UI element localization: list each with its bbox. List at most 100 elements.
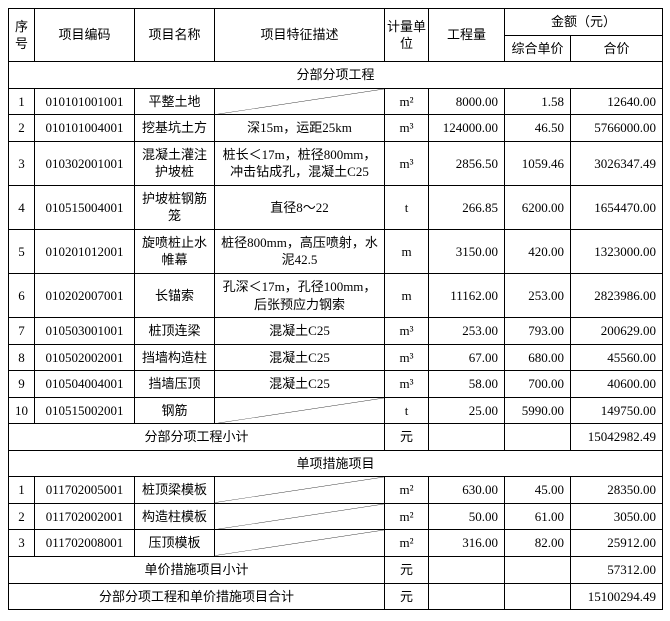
cell-seq: 6: [9, 274, 35, 318]
subtotal-value: 15042982.49: [571, 424, 663, 451]
subtotal-empty2: [505, 424, 571, 451]
cell-code: 010515004001: [35, 185, 135, 229]
table-row: 5010201012001旋喷桩止水帷幕桩径800mm，高压喷射，水泥42.5m…: [9, 229, 663, 273]
cell-unit: t: [385, 397, 429, 424]
cell-qty: 630.00: [429, 477, 505, 504]
cell-name: 桩顶梁模板: [135, 477, 215, 504]
cell-unitprice: 6200.00: [505, 185, 571, 229]
cell-total: 2823986.00: [571, 274, 663, 318]
cell-code: 010101001001: [35, 88, 135, 115]
cell-total: 149750.00: [571, 397, 663, 424]
cell-code: 010504004001: [35, 371, 135, 398]
cell-desc: 混凝土C25: [215, 318, 385, 345]
table-row: 分部分项工程和单价措施项目合计元15100294.49: [9, 583, 663, 610]
cell-total: 12640.00: [571, 88, 663, 115]
cell-code: 010202007001: [35, 274, 135, 318]
table-row: 分部分项工程小计元15042982.49: [9, 424, 663, 451]
cell-unit: m³: [385, 344, 429, 371]
cell-qty: 58.00: [429, 371, 505, 398]
cell-unitprice: 420.00: [505, 229, 571, 273]
cell-desc: 孔深＜17m，孔径100mm，后张预应力钢索: [215, 274, 385, 318]
cell-seq: 2: [9, 115, 35, 142]
cell-code: 010201012001: [35, 229, 135, 273]
cell-unit: t: [385, 185, 429, 229]
col-name: 项目名称: [135, 9, 215, 62]
table-row: 2011702002001构造柱模板m²50.0061.003050.00: [9, 503, 663, 530]
section-title: 单项措施项目: [9, 450, 663, 477]
subtotal-empty2: [505, 557, 571, 584]
cell-unitprice: 82.00: [505, 530, 571, 557]
cell-desc: 桩长＜17m，桩径800mm，冲击钻成孔，混凝土C25: [215, 141, 385, 185]
subtotal-label: 分部分项工程小计: [9, 424, 385, 451]
cell-qty: 25.00: [429, 397, 505, 424]
cell-code: 010101004001: [35, 115, 135, 142]
cell-unitprice: 1059.46: [505, 141, 571, 185]
cell-total: 1323000.00: [571, 229, 663, 273]
col-code: 项目编码: [35, 9, 135, 62]
cell-total: 28350.00: [571, 477, 663, 504]
subtotal-empty1: [429, 557, 505, 584]
cell-seq: 3: [9, 141, 35, 185]
cell-qty: 8000.00: [429, 88, 505, 115]
col-unit: 计量单位: [385, 9, 429, 62]
cell-qty: 316.00: [429, 530, 505, 557]
table-row: 8010502002001挡墙构造柱混凝土C25m³67.00680.00455…: [9, 344, 663, 371]
cell-name: 桩顶连梁: [135, 318, 215, 345]
table-row: 2010101004001挖基坑土方深15m，运距25kmm³124000.00…: [9, 115, 663, 142]
cell-seq: 9: [9, 371, 35, 398]
cell-name: 挡墙压顶: [135, 371, 215, 398]
cell-seq: 5: [9, 229, 35, 273]
cell-name: 钢筋: [135, 397, 215, 424]
cell-desc: 深15m，运距25km: [215, 115, 385, 142]
cell-unit: m: [385, 229, 429, 273]
cell-code: 011702002001: [35, 503, 135, 530]
col-total: 合价: [571, 35, 663, 62]
col-amount: 金额（元）: [505, 9, 663, 36]
cell-total: 1654470.00: [571, 185, 663, 229]
cell-unitprice: 793.00: [505, 318, 571, 345]
cell-name: 压顶模板: [135, 530, 215, 557]
subtotal-value: 57312.00: [571, 557, 663, 584]
cell-qty: 67.00: [429, 344, 505, 371]
table-row: 分部分项工程: [9, 62, 663, 89]
subtotal-unit: 元: [385, 557, 429, 584]
cell-name: 平整土地: [135, 88, 215, 115]
cell-seq: 2: [9, 503, 35, 530]
cell-total: 45560.00: [571, 344, 663, 371]
cell-unit: m³: [385, 318, 429, 345]
cell-total: 200629.00: [571, 318, 663, 345]
table-row: 7010503001001桩顶连梁混凝土C25m³253.00793.00200…: [9, 318, 663, 345]
cell-name: 挡墙构造柱: [135, 344, 215, 371]
cell-seq: 10: [9, 397, 35, 424]
cell-unit: m³: [385, 115, 429, 142]
cell-name: 旋喷桩止水帷幕: [135, 229, 215, 273]
table-row: 序号项目编码项目名称项目特征描述计量单位工程量金额（元）: [9, 9, 663, 36]
table-row: 1010101001001平整土地m²8000.001.5812640.00: [9, 88, 663, 115]
cell-unit: m²: [385, 530, 429, 557]
cell-qty: 124000.00: [429, 115, 505, 142]
cell-qty: 2856.50: [429, 141, 505, 185]
cell-desc: 桩径800mm，高压喷射，水泥42.5: [215, 229, 385, 273]
cell-code: 010502002001: [35, 344, 135, 371]
grand-unit: 元: [385, 583, 429, 610]
cell-code: 011702005001: [35, 477, 135, 504]
cell-total: 3050.00: [571, 503, 663, 530]
table-row: 单项措施项目: [9, 450, 663, 477]
cell-unitprice: 700.00: [505, 371, 571, 398]
cell-seq: 4: [9, 185, 35, 229]
table-row: 10010515002001钢筋t25.005990.00149750.00: [9, 397, 663, 424]
grand-label: 分部分项工程和单价措施项目合计: [9, 583, 385, 610]
table-row: 3011702008001压顶模板m²316.0082.0025912.00: [9, 530, 663, 557]
table-row: 9010504004001挡墙压顶混凝土C25m³58.00700.004060…: [9, 371, 663, 398]
cell-name: 挖基坑土方: [135, 115, 215, 142]
cell-qty: 253.00: [429, 318, 505, 345]
cell-unitprice: 1.58: [505, 88, 571, 115]
cell-name: 混凝土灌注护坡桩: [135, 141, 215, 185]
cell-name: 长锚索: [135, 274, 215, 318]
col-desc: 项目特征描述: [215, 9, 385, 62]
cell-code: 010515002001: [35, 397, 135, 424]
cell-desc: [215, 397, 385, 424]
cell-unitprice: 46.50: [505, 115, 571, 142]
cell-seq: 1: [9, 88, 35, 115]
cell-qty: 266.85: [429, 185, 505, 229]
